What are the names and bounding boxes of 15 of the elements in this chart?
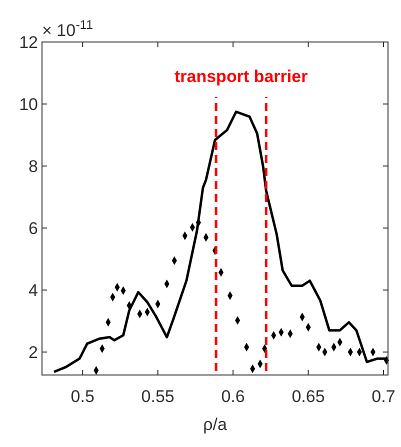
y-tick-label: 4 bbox=[28, 281, 38, 300]
y-tick-label: 10 bbox=[19, 95, 38, 114]
y-tick-label: 2 bbox=[28, 343, 38, 362]
x-tick-label: 0.55 bbox=[141, 387, 174, 406]
x-tick-label: 0.7 bbox=[372, 387, 396, 406]
x-tick-label: 0.5 bbox=[70, 387, 94, 406]
y-tick-label: 6 bbox=[28, 219, 38, 238]
annotation: transport barrier bbox=[174, 67, 308, 86]
x-tick-label: 0.65 bbox=[292, 387, 325, 406]
y-tick-label: 8 bbox=[28, 157, 38, 176]
y-tick-label: 12 bbox=[19, 33, 38, 52]
line-series bbox=[52, 110, 388, 374]
x-tick-label: 0.6 bbox=[221, 387, 245, 406]
x-axis-title: ρ/a bbox=[203, 415, 228, 434]
text: × 10$^{-11}$ bbox=[42, 16, 94, 40]
